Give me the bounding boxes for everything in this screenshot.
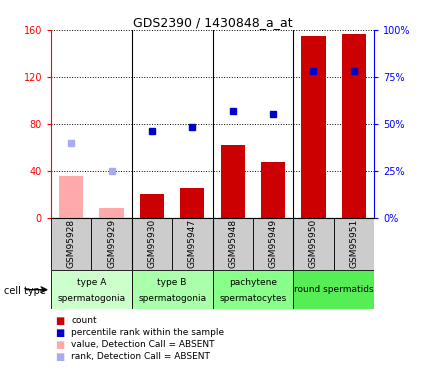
Text: ■: ■ [55, 352, 65, 362]
Text: ■: ■ [55, 316, 65, 326]
Text: count: count [71, 316, 97, 325]
Bar [342, 33, 366, 218]
Bar [51, 217, 91, 270]
Bar [261, 162, 285, 218]
Text: GSM95948: GSM95948 [228, 219, 237, 268]
Text: GSM95930: GSM95930 [147, 219, 156, 268]
Bar [132, 217, 172, 270]
Text: cell type: cell type [4, 286, 46, 296]
Bar [301, 36, 326, 218]
Bar [132, 270, 212, 309]
Bar [91, 217, 132, 270]
Bar [212, 217, 253, 270]
Text: spermatogonia: spermatogonia [138, 294, 206, 303]
Bar [221, 145, 245, 218]
Text: GSM95929: GSM95929 [107, 219, 116, 268]
Text: spermatocytes: spermatocytes [219, 294, 286, 303]
Text: GSM95947: GSM95947 [188, 219, 197, 268]
Text: round spermatids: round spermatids [294, 285, 374, 294]
Bar [51, 270, 132, 309]
Bar [212, 270, 293, 309]
Text: rank, Detection Call = ABSENT: rank, Detection Call = ABSENT [71, 352, 210, 361]
Text: type B: type B [157, 278, 187, 287]
Bar [293, 217, 334, 270]
Text: spermatogonia: spermatogonia [57, 294, 125, 303]
Title: GDS2390 / 1430848_a_at: GDS2390 / 1430848_a_at [133, 16, 292, 29]
Bar [172, 217, 212, 270]
Text: GSM95928: GSM95928 [67, 219, 76, 268]
Text: ■: ■ [55, 328, 65, 338]
Text: GSM95950: GSM95950 [309, 219, 318, 268]
Bar [140, 194, 164, 217]
Text: pachytene: pachytene [229, 278, 277, 287]
Bar [293, 270, 374, 309]
Bar [59, 177, 83, 218]
Text: ■: ■ [55, 340, 65, 350]
Text: percentile rank within the sample: percentile rank within the sample [71, 328, 224, 337]
Text: type A: type A [76, 278, 106, 287]
Bar [253, 217, 293, 270]
Bar [99, 208, 124, 218]
Text: GSM95951: GSM95951 [349, 219, 358, 268]
Bar [180, 188, 204, 218]
Text: GSM95949: GSM95949 [269, 219, 278, 268]
Text: value, Detection Call = ABSENT: value, Detection Call = ABSENT [71, 340, 215, 349]
Bar [334, 217, 374, 270]
